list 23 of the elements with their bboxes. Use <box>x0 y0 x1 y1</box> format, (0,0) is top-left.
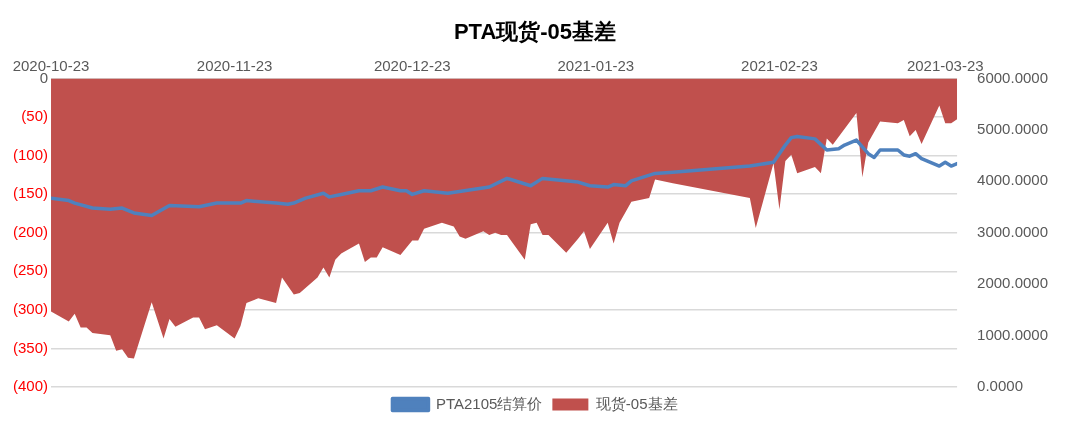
y2-tick-label: 5000.0000 <box>977 119 1048 137</box>
y-tick-label: (50) <box>21 107 49 125</box>
legend-label: 现货-05基差 <box>595 394 678 412</box>
y-tick-label: (200) <box>12 222 49 240</box>
x-tick-label: 2021-02-23 <box>741 56 818 74</box>
y-tick-label: (300) <box>12 299 49 317</box>
y2-tick-label: 4000.0000 <box>977 171 1048 189</box>
x-tick-label: 2021-01-23 <box>557 56 635 74</box>
x-tick-label: 2021-03-23 <box>906 56 984 74</box>
x-tick-label: 2020-10-23 <box>12 56 90 74</box>
y-tick-label: (100) <box>12 145 49 163</box>
y-tick-label: (250) <box>12 261 49 279</box>
y2-tick-label: 1000.0000 <box>977 325 1048 343</box>
x-tick-label: 2020-12-23 <box>373 56 451 74</box>
y2-tick-label: 2000.0000 <box>977 274 1048 292</box>
y2-tick-label: 0.0000 <box>977 377 1023 395</box>
y-tick-label: (150) <box>12 184 49 202</box>
legend-label: PTA2105结算价 <box>435 394 543 412</box>
y-tick-label: (400) <box>12 377 49 395</box>
y2-tick-label: 3000.0000 <box>977 222 1048 240</box>
chart-title: PTA现货-05基差 <box>453 19 617 45</box>
x-tick-label: 2020-11-23 <box>196 56 273 74</box>
y-tick-label: (350) <box>12 338 49 356</box>
